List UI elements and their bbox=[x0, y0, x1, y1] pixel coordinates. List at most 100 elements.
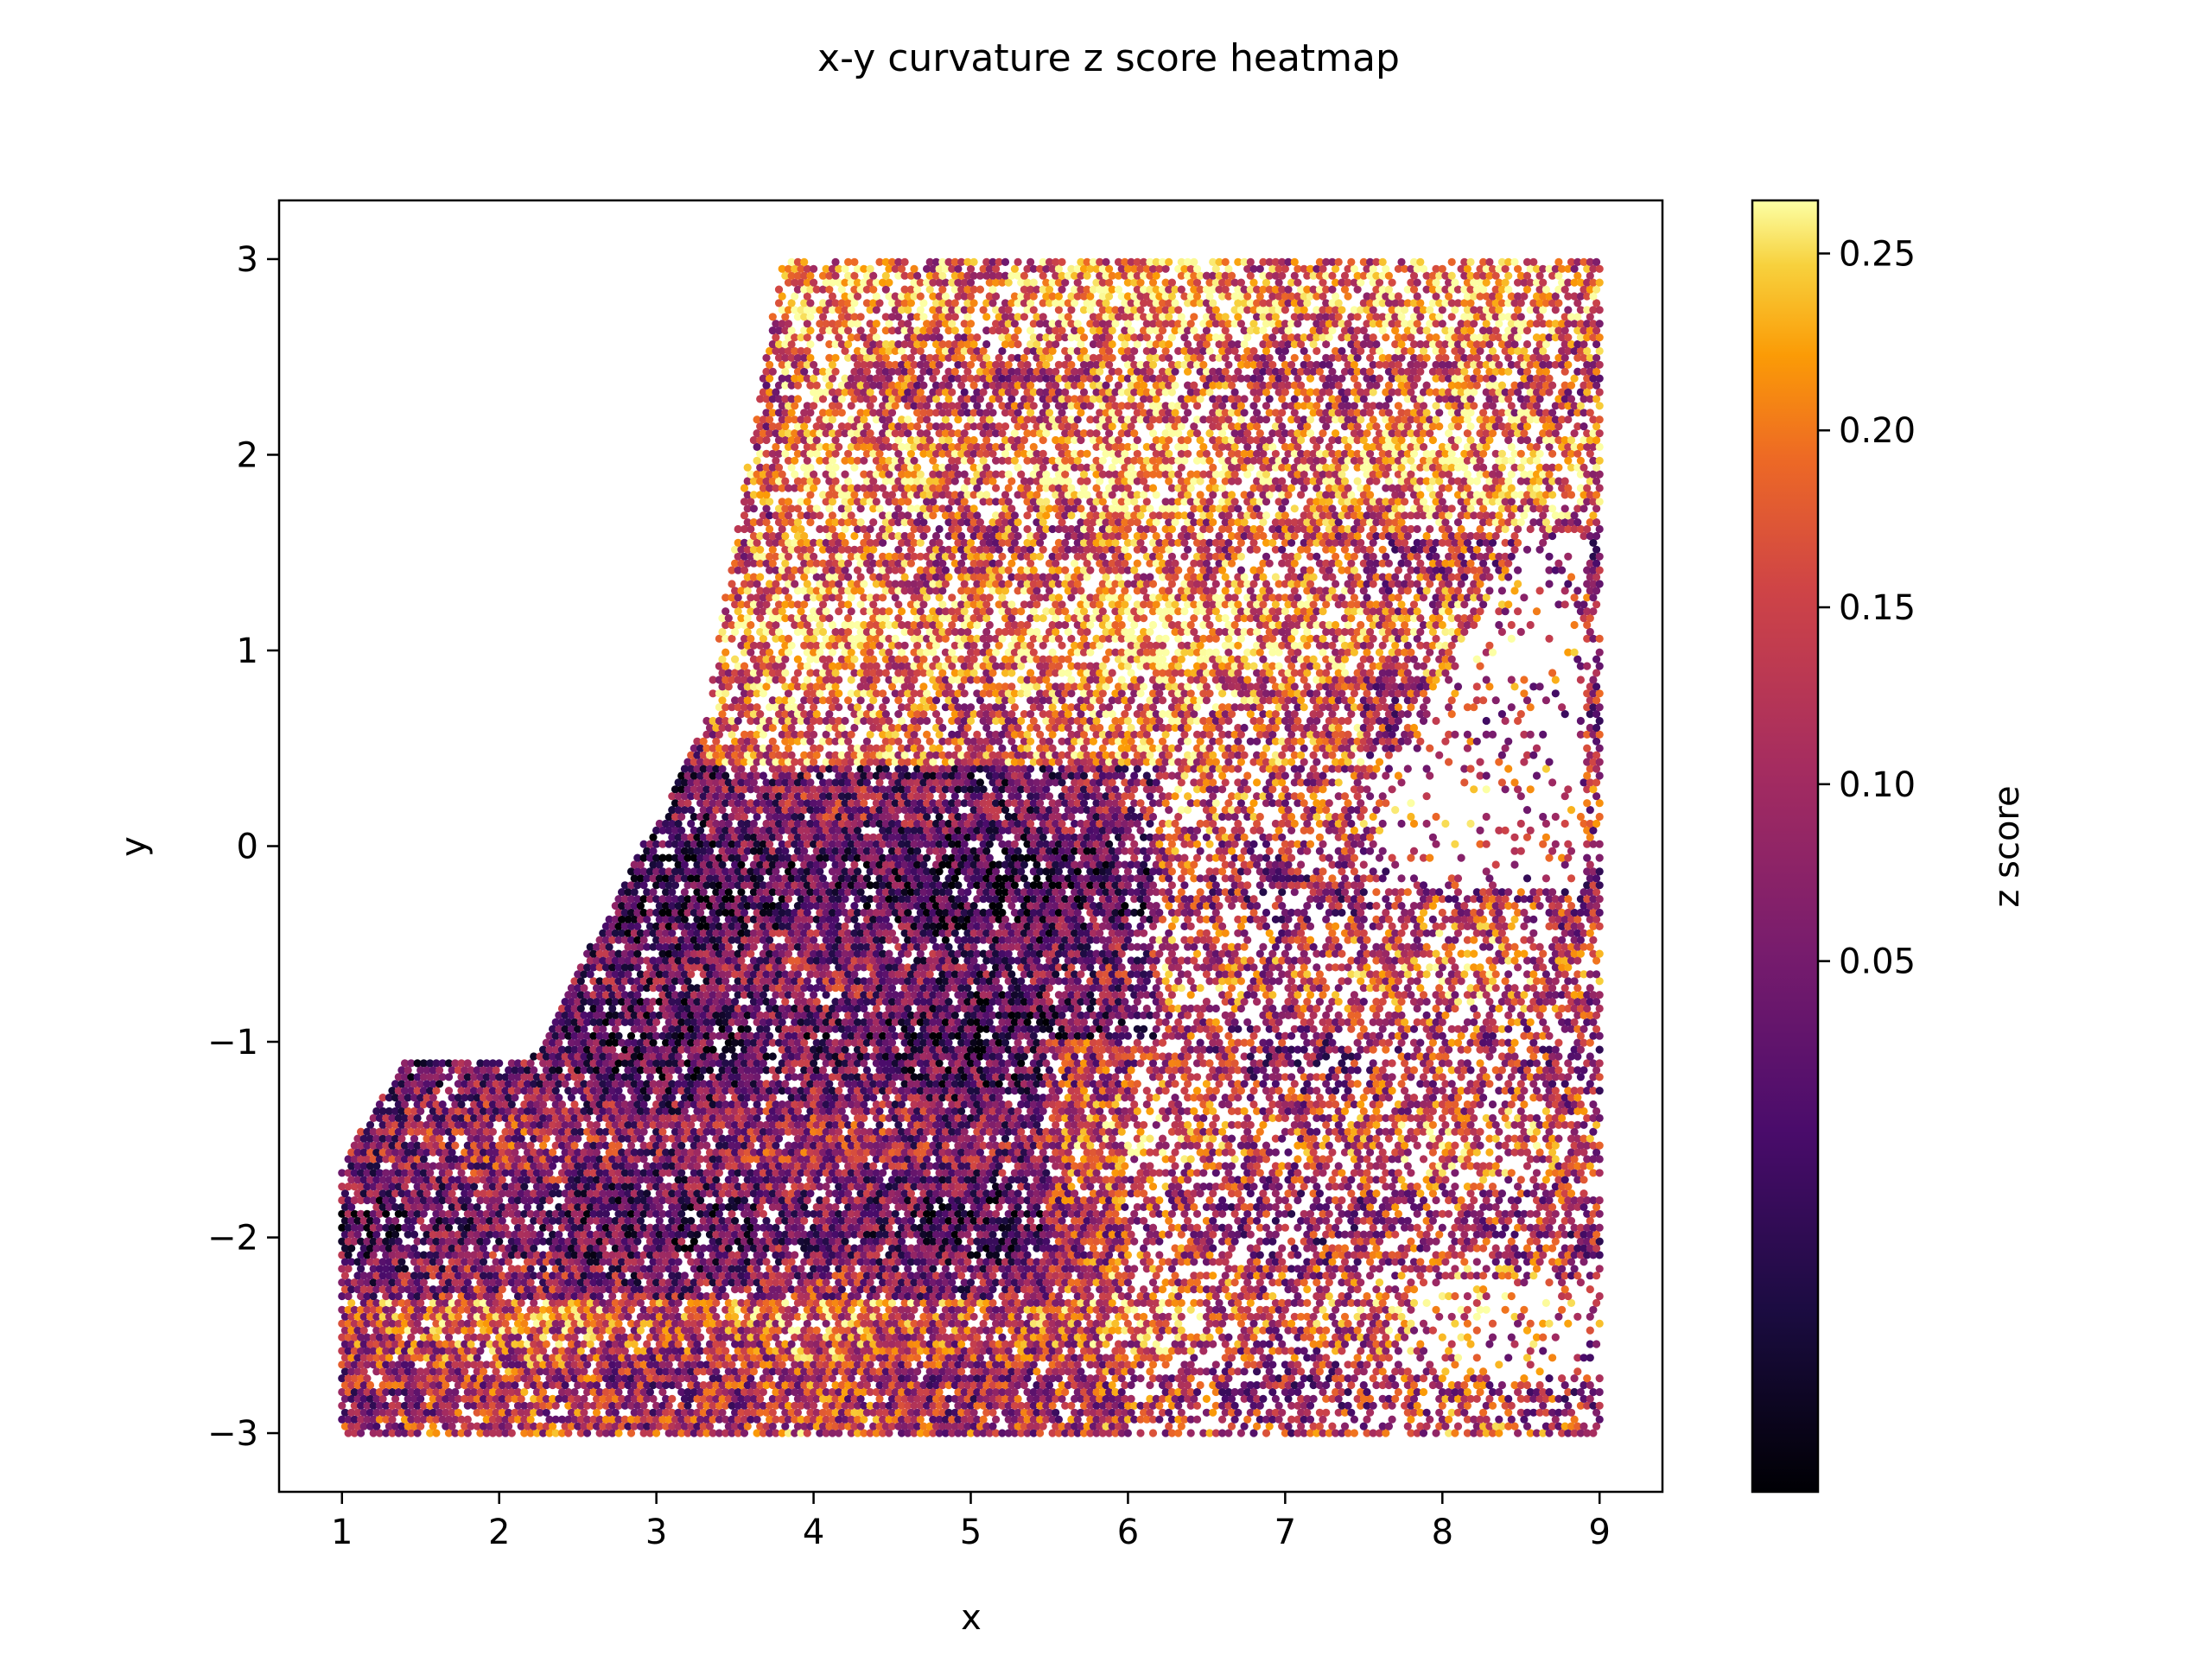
heat-cell bbox=[555, 1340, 563, 1348]
heat-cell bbox=[1222, 1272, 1230, 1279]
heat-cell bbox=[885, 1429, 893, 1437]
heat-cell bbox=[464, 1278, 472, 1286]
heat-cell bbox=[781, 1423, 789, 1430]
heat-cell bbox=[1523, 1244, 1531, 1252]
heat-cell bbox=[1561, 1285, 1569, 1293]
heat-cell bbox=[1445, 1416, 1452, 1424]
heat-cell bbox=[904, 1265, 912, 1272]
heat-cell bbox=[1344, 1320, 1352, 1328]
heat-cell bbox=[1596, 1416, 1604, 1424]
heat-cell bbox=[1508, 1416, 1516, 1424]
heat-cell bbox=[495, 1238, 503, 1246]
heat-cell bbox=[1272, 1231, 1280, 1239]
heat-cell bbox=[1266, 1354, 1274, 1361]
heat-cell bbox=[1517, 1313, 1525, 1321]
heat-cell bbox=[683, 1402, 691, 1410]
heat-cell bbox=[570, 1334, 578, 1342]
heat-cell bbox=[1218, 1306, 1226, 1314]
heat-cell bbox=[570, 1388, 578, 1396]
heat-cell bbox=[841, 1238, 849, 1246]
heat-cell bbox=[1539, 1402, 1547, 1410]
heat-cell bbox=[986, 1334, 994, 1342]
heat-cell bbox=[1184, 1217, 1192, 1225]
heat-cell bbox=[1268, 1292, 1276, 1300]
heat-cell bbox=[401, 1265, 409, 1272]
heat-cell bbox=[835, 1429, 842, 1437]
heat-cell bbox=[1084, 1285, 1091, 1293]
heat-cell bbox=[1266, 1423, 1274, 1430]
heat-cell bbox=[1023, 1251, 1031, 1259]
heat-cell bbox=[1341, 1423, 1349, 1430]
heat-cell bbox=[1124, 1320, 1132, 1328]
heat-cell bbox=[1262, 1429, 1270, 1437]
heat-cell bbox=[675, 1258, 683, 1266]
heat-cell bbox=[942, 1402, 950, 1410]
heat-cell bbox=[379, 1395, 387, 1403]
heat-cell bbox=[1473, 1327, 1481, 1335]
heat-cell bbox=[1278, 1258, 1286, 1266]
heat-cell bbox=[1205, 1251, 1213, 1259]
heat-cell bbox=[1389, 1374, 1396, 1382]
heat-cell bbox=[543, 1409, 550, 1417]
heat-cell bbox=[1328, 1313, 1336, 1321]
heat-cell bbox=[1118, 1347, 1126, 1354]
heat-cell bbox=[693, 1231, 701, 1239]
heat-cell bbox=[1143, 1251, 1151, 1259]
heat-cell bbox=[1382, 1429, 1389, 1437]
heat-cell bbox=[804, 1320, 811, 1328]
heat-cell bbox=[1319, 1334, 1326, 1342]
heat-cell bbox=[1351, 1416, 1358, 1424]
heat-cell bbox=[1055, 1292, 1063, 1300]
heat-cell bbox=[1241, 1423, 1249, 1430]
heat-cell bbox=[1228, 1244, 1236, 1252]
heat-cell bbox=[1215, 1327, 1223, 1335]
heat-cell bbox=[1439, 1374, 1446, 1382]
heat-cell bbox=[992, 1251, 1000, 1259]
heat-cell bbox=[511, 1381, 518, 1389]
heat-cell bbox=[649, 1395, 657, 1403]
heat-cell bbox=[1561, 1395, 1569, 1403]
heat-cell bbox=[643, 1340, 651, 1348]
heat-cell bbox=[1020, 1244, 1028, 1252]
heat-cell bbox=[1266, 1367, 1274, 1375]
heat-cell bbox=[1193, 1278, 1201, 1286]
heat-cell bbox=[1567, 1409, 1575, 1417]
heat-cell bbox=[823, 1265, 830, 1272]
heat-cell bbox=[1504, 1409, 1512, 1417]
heat-cell bbox=[580, 1367, 588, 1375]
heat-cell bbox=[1382, 1334, 1389, 1342]
heat-cell bbox=[1596, 1238, 1604, 1246]
heat-cell bbox=[1370, 1224, 1377, 1232]
heat-cell bbox=[1552, 1238, 1560, 1246]
heat-cell bbox=[1328, 1258, 1336, 1266]
heat-cell bbox=[1224, 1334, 1232, 1342]
heat-cell bbox=[1014, 1395, 1022, 1403]
heat-cell bbox=[407, 1224, 415, 1232]
heat-cell bbox=[1165, 1354, 1173, 1361]
heat-cell bbox=[1249, 1388, 1257, 1396]
heat-cell bbox=[1586, 1354, 1594, 1361]
heat-cell bbox=[1146, 1409, 1154, 1417]
heat-cell bbox=[1548, 1217, 1556, 1225]
heat-cell bbox=[1347, 1409, 1355, 1417]
heat-cell bbox=[614, 1388, 622, 1396]
heat-cell bbox=[938, 1327, 946, 1335]
heat-cell bbox=[907, 1313, 915, 1321]
heat-cell bbox=[1121, 1258, 1128, 1266]
heat-cell bbox=[1306, 1334, 1314, 1342]
heat-cell bbox=[442, 1381, 449, 1389]
heat-cell bbox=[1554, 1313, 1562, 1321]
heat-cell bbox=[370, 1292, 378, 1300]
heat-cell bbox=[1391, 1231, 1399, 1239]
heat-cell bbox=[1253, 1423, 1261, 1430]
heat-cell bbox=[1338, 1347, 1345, 1354]
heat-cell bbox=[681, 1272, 689, 1279]
heat-cell bbox=[1354, 1327, 1362, 1335]
heat-cell bbox=[1328, 1272, 1336, 1279]
heat-cell bbox=[819, 1381, 827, 1389]
heat-cell bbox=[1432, 1278, 1440, 1286]
heat-cell bbox=[451, 1210, 459, 1218]
heat-cell bbox=[753, 1265, 761, 1272]
heat-cell bbox=[1567, 1217, 1575, 1225]
heat-cell bbox=[718, 1285, 726, 1293]
